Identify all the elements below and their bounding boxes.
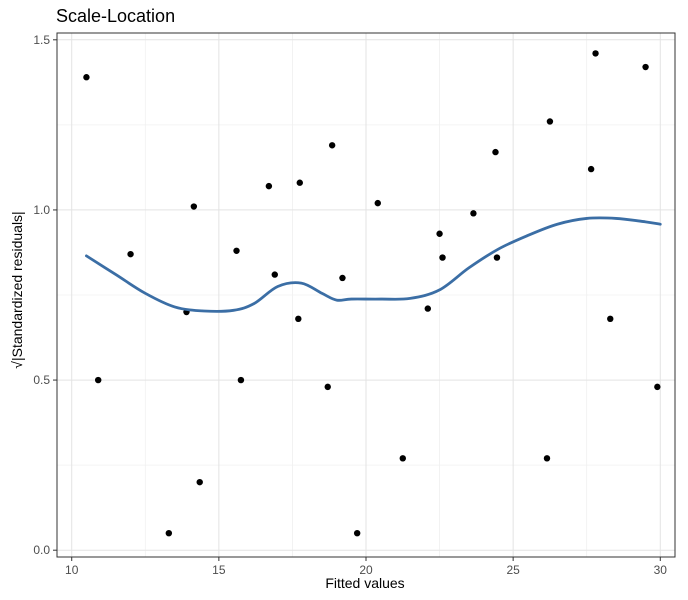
data-point <box>271 271 278 278</box>
data-point <box>654 383 661 391</box>
x-tick-label: 25 <box>506 563 520 577</box>
data-point <box>95 376 102 384</box>
data-point <box>592 50 599 57</box>
y-axis-label: √|Standardized residuals| <box>9 211 25 368</box>
data-point <box>374 199 381 207</box>
x-axis-label: Fitted values <box>325 575 404 591</box>
data-point <box>83 74 90 81</box>
data-point <box>607 315 614 323</box>
chart-title: Scale-Location <box>56 6 175 26</box>
gridlines <box>57 33 675 557</box>
data-points <box>83 50 661 537</box>
data-point <box>296 179 303 186</box>
data-point <box>127 250 134 258</box>
x-tick-label: 10 <box>65 563 79 577</box>
data-point <box>295 315 302 323</box>
data-point <box>324 383 331 391</box>
x-tick-label: 30 <box>654 563 668 577</box>
data-point <box>165 529 173 537</box>
data-point <box>543 455 551 462</box>
data-point <box>546 118 554 125</box>
data-point <box>436 230 443 237</box>
data-point <box>190 203 198 210</box>
data-point <box>493 254 501 261</box>
data-point <box>642 63 649 71</box>
y-tick-label: 1.0 <box>33 203 50 217</box>
data-point <box>339 274 346 282</box>
y-tick-label: 0.5 <box>33 373 50 387</box>
data-point <box>587 165 595 173</box>
x-tick-label: 15 <box>212 563 226 577</box>
data-point <box>399 455 406 462</box>
data-point <box>233 247 240 254</box>
y-axis-ticks: 0.0 0.5 1.0 1.5 <box>33 33 57 557</box>
data-point <box>492 148 499 156</box>
data-point <box>265 182 273 190</box>
smooth-line-group <box>85 216 662 313</box>
x-axis-ticks: 10 15 20 25 30 <box>65 557 667 577</box>
data-point <box>353 529 361 537</box>
data-point <box>328 142 336 149</box>
data-point <box>237 376 245 384</box>
y-tick-label: 0.0 <box>33 543 50 557</box>
smooth-line <box>85 216 662 313</box>
data-point <box>196 478 203 486</box>
y-tick-label: 1.5 <box>33 33 50 47</box>
data-point <box>439 254 446 261</box>
x-tick-label: 20 <box>359 563 373 577</box>
data-point <box>470 210 477 217</box>
data-point <box>424 305 431 312</box>
